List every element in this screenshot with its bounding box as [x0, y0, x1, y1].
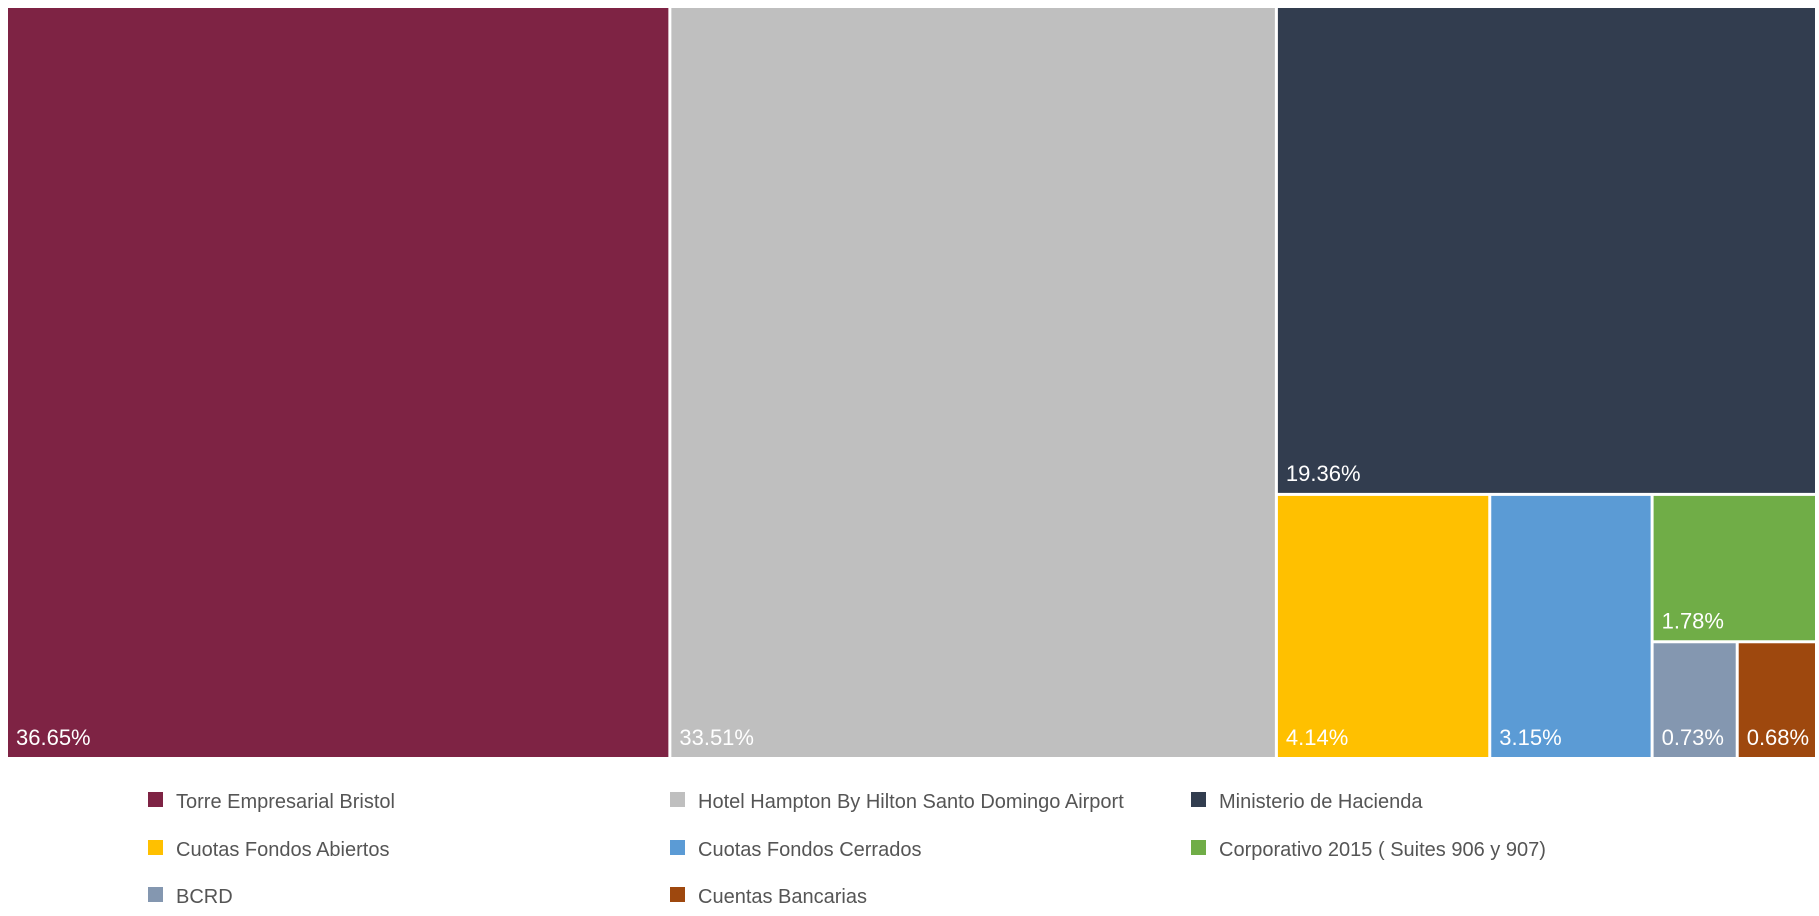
legend-swatch — [148, 792, 163, 807]
tile-rect — [1653, 643, 1736, 757]
legend-swatch — [670, 840, 685, 855]
legend-swatch — [670, 887, 685, 902]
treemap-tile[interactable]: 3.15% — [1491, 495, 1651, 757]
tile-value-label: 0.73% — [1662, 725, 1724, 750]
legend-item[interactable]: Cuentas Bancarias — [670, 886, 867, 908]
legend-label: Hotel Hampton By Hilton Santo Domingo Ai… — [698, 791, 1124, 813]
treemap-tile[interactable]: 36.65% — [8, 8, 669, 757]
tile-rect — [671, 8, 1275, 757]
tile-value-label: 19.36% — [1286, 461, 1361, 486]
legend-swatch — [1191, 840, 1206, 855]
legend-item[interactable]: Hotel Hampton By Hilton Santo Domingo Ai… — [670, 791, 1124, 813]
legend: Torre Empresarial Bristol Hotel Hampton B… — [148, 791, 1546, 908]
legend-swatch — [1191, 792, 1206, 807]
tile-value-label: 3.15% — [1499, 725, 1561, 750]
tile-rect — [1277, 495, 1489, 757]
tile-value-label: 4.14% — [1286, 725, 1348, 750]
legend-swatch — [670, 792, 685, 807]
legend-item[interactable]: Cuotas Fondos Abiertos — [148, 839, 389, 861]
legend-item[interactable]: Corporativo 2015 ( Suites 906 y 907) — [1191, 839, 1546, 861]
tile-rect — [1491, 495, 1651, 757]
legend-swatch — [148, 887, 163, 902]
tile-rect — [1738, 643, 1815, 757]
tile-rect — [1653, 495, 1815, 641]
treemap-tile[interactable]: 4.14% — [1277, 495, 1489, 757]
tile-value-label: 33.51% — [679, 725, 754, 750]
legend-label: Ministerio de Hacienda — [1219, 791, 1423, 813]
legend-swatch — [148, 840, 163, 855]
treemap-tile[interactable]: 19.36% — [1277, 8, 1815, 493]
legend-label: Torre Empresarial Bristol — [176, 791, 395, 813]
treemap-tile[interactable]: 0.68% — [1738, 643, 1815, 757]
legend-label: BCRD — [176, 886, 233, 908]
tile-value-label: 0.68% — [1747, 725, 1809, 750]
legend-label: Corporativo 2015 ( Suites 906 y 907) — [1219, 839, 1546, 861]
legend-item[interactable]: Ministerio de Hacienda — [1191, 791, 1423, 813]
tile-value-label: 1.78% — [1662, 608, 1724, 633]
tile-rect — [1277, 8, 1815, 493]
legend-item[interactable]: BCRD — [148, 886, 233, 908]
treemap-tiles: 36.65% 33.51% 19.36% 4.14% 3.15% 1.78% 0.73% 0.… — [8, 8, 1815, 757]
tile-rect — [8, 8, 669, 757]
treemap-tile[interactable]: 33.51% — [671, 8, 1275, 757]
legend-item[interactable]: Cuotas Fondos Cerrados — [670, 839, 921, 861]
tile-value-label: 36.65% — [16, 725, 91, 750]
legend-item[interactable]: Torre Empresarial Bristol — [148, 791, 395, 813]
legend-label: Cuotas Fondos Cerrados — [698, 839, 921, 861]
treemap-tile[interactable]: 0.73% — [1653, 643, 1736, 757]
treemap-tile[interactable]: 1.78% — [1653, 495, 1815, 641]
legend-label: Cuotas Fondos Abiertos — [176, 839, 389, 861]
legend-label: Cuentas Bancarias — [698, 886, 867, 908]
